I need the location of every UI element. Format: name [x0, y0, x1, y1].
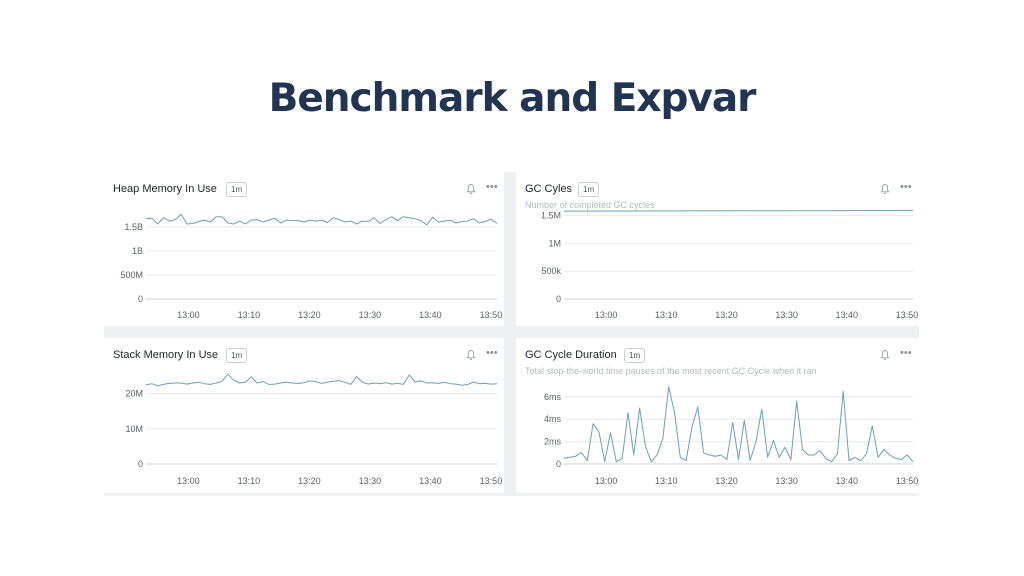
x-tick-label: 13:40 — [836, 476, 859, 486]
y-tick-label: 10M — [125, 424, 143, 434]
x-tick-label: 13:00 — [177, 476, 200, 486]
series-line — [145, 373, 498, 387]
x-tick-label: 13:10 — [655, 310, 678, 320]
y-tick-label: 1.5M — [541, 211, 561, 221]
y-tick-label: 1.5B — [124, 222, 143, 232]
more-options-icon[interactable]: ••• — [900, 347, 912, 359]
bell-icon[interactable] — [880, 349, 890, 361]
gc-cycles-chart: 0 500k 1M 1.5M 13:00 13:10 13:20 13:30 13:40 13:5… — [541, 209, 919, 320]
panel-subtitle: Total stop-the-world time pauses of the … — [525, 366, 817, 376]
x-tick-label: 13:20 — [298, 310, 321, 320]
x-tick-label: 13:30 — [359, 310, 382, 320]
gc-cycles-panel: GC Cyles 1m Number of completed GC cycle… — [516, 172, 919, 326]
panel-subtitle: Number of completed GC cycles — [525, 200, 655, 210]
more-options-icon[interactable]: ••• — [900, 181, 912, 193]
bell-icon[interactable] — [466, 183, 476, 195]
y-tick-label: 6ms — [544, 392, 562, 402]
y-tick-label: 1B — [132, 246, 143, 256]
x-tick-label: 13:40 — [836, 310, 859, 320]
x-tick-label: 13:30 — [775, 476, 798, 486]
panel-title: Heap Memory In Use — [113, 183, 217, 195]
bell-icon[interactable] — [466, 349, 476, 361]
dashboard-grid: Heap Memory In Use 1m ••• 0 500M 1B 1.5B 13:… — [104, 172, 919, 496]
more-options-icon[interactable]: ••• — [486, 181, 498, 193]
x-tick-label: 13:20 — [298, 476, 321, 486]
panel-title: GC Cycle Duration — [525, 349, 617, 361]
interval-badge[interactable]: 1m — [226, 182, 248, 197]
gc-cycle-duration-panel: GC Cycle Duration 1m Total stop-the-worl… — [516, 338, 919, 493]
y-tick-label: 0 — [138, 294, 143, 304]
series-line — [145, 213, 498, 226]
x-tick-label: 13:30 — [359, 476, 382, 486]
interval-badge[interactable]: 1m — [624, 348, 646, 363]
y-tick-label: 0 — [556, 459, 561, 469]
x-tick-label: 13:50 — [480, 476, 503, 486]
gc-cycle-duration-chart: 0 2ms 4ms 6ms 13:00 13:10 13:20 13:30 13:40 13:50 — [544, 386, 919, 486]
y-tick-label: 500k — [541, 266, 561, 276]
x-tick-label: 13:50 — [896, 476, 919, 486]
x-tick-label: 13:20 — [715, 476, 738, 486]
page-title: Benchmark and Expvar — [268, 76, 757, 121]
x-tick-label: 13:00 — [595, 310, 618, 320]
y-tick-label: 4ms — [544, 414, 562, 424]
x-tick-label: 13:30 — [775, 310, 798, 320]
x-tick-label: 13:10 — [238, 476, 261, 486]
interval-badge[interactable]: 1m — [578, 182, 600, 197]
y-tick-label: 0 — [138, 459, 143, 469]
y-tick-label: 2ms — [544, 437, 562, 447]
series-line — [563, 386, 914, 463]
heap-memory-panel: Heap Memory In Use 1m ••• 0 500M 1B 1.5B 13:… — [104, 172, 504, 326]
x-tick-label: 13:20 — [715, 310, 738, 320]
x-tick-label: 13:00 — [595, 476, 618, 486]
x-tick-label: 13:50 — [896, 310, 919, 320]
y-tick-label: 20M — [125, 389, 143, 399]
x-tick-label: 13:10 — [238, 310, 261, 320]
bell-icon[interactable] — [880, 183, 890, 195]
x-tick-label: 13:10 — [655, 476, 678, 486]
stack-memory-chart: 0 10M 20M 13:00 13:10 13:20 13:30 13:40 13:50 — [125, 373, 503, 486]
y-tick-label: 1M — [548, 238, 561, 248]
y-tick-label: 500M — [120, 270, 143, 280]
y-tick-label: 0 — [556, 294, 561, 304]
stack-memory-panel: Stack Memory In Use 1m ••• 0 10M 20M 13:00 1… — [104, 338, 504, 493]
x-tick-label: 13:00 — [177, 310, 200, 320]
x-tick-label: 13:40 — [419, 476, 442, 486]
panel-title: Stack Memory In Use — [113, 349, 219, 361]
panel-title: GC Cyles — [525, 183, 573, 195]
interval-badge[interactable]: 1m — [226, 348, 248, 363]
x-tick-label: 13:50 — [480, 310, 503, 320]
series-line — [563, 209, 914, 212]
heap-memory-chart: 0 500M 1B 1.5B 13:00 13:10 13:20 13:30 13:40 13:5… — [120, 213, 503, 320]
more-options-icon[interactable]: ••• — [486, 347, 498, 359]
x-tick-label: 13:40 — [419, 310, 442, 320]
